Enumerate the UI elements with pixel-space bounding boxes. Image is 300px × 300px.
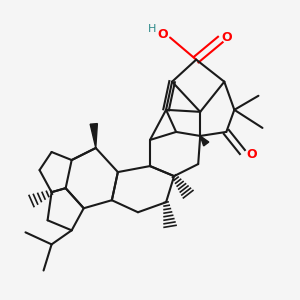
Polygon shape — [90, 124, 98, 148]
Text: O: O — [158, 28, 168, 41]
Text: O: O — [221, 31, 232, 44]
Text: H: H — [148, 24, 156, 34]
Text: O: O — [246, 148, 256, 160]
Polygon shape — [200, 136, 209, 146]
